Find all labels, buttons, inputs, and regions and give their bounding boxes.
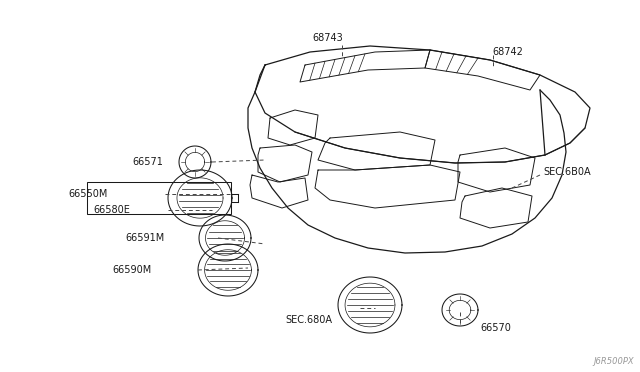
Text: 66550M: 66550M: [68, 189, 108, 199]
Text: 66591M: 66591M: [125, 233, 165, 243]
Text: 66570: 66570: [480, 323, 511, 333]
Text: 66580E: 66580E: [93, 205, 130, 215]
Text: J6R500PX: J6R500PX: [593, 357, 634, 366]
Text: 68743: 68743: [312, 33, 344, 43]
Text: 66590M: 66590M: [113, 265, 152, 275]
Text: 66571: 66571: [132, 157, 163, 167]
Text: 68742: 68742: [492, 47, 523, 57]
Text: SEC.680A: SEC.680A: [285, 315, 332, 325]
Text: SEC.6B0A: SEC.6B0A: [543, 167, 591, 177]
